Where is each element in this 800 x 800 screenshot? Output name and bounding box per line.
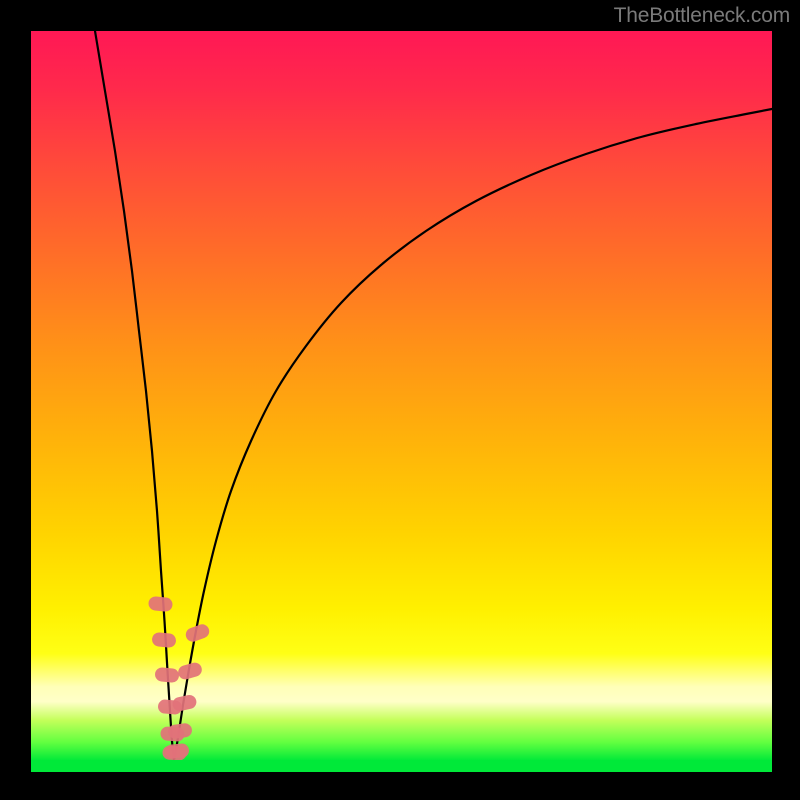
bottom-green-strip (31, 760, 772, 772)
chart-background (31, 31, 772, 772)
watermark-text: TheBottleneck.com (614, 4, 790, 28)
chart-svg (31, 31, 772, 772)
plot-area (31, 31, 772, 772)
